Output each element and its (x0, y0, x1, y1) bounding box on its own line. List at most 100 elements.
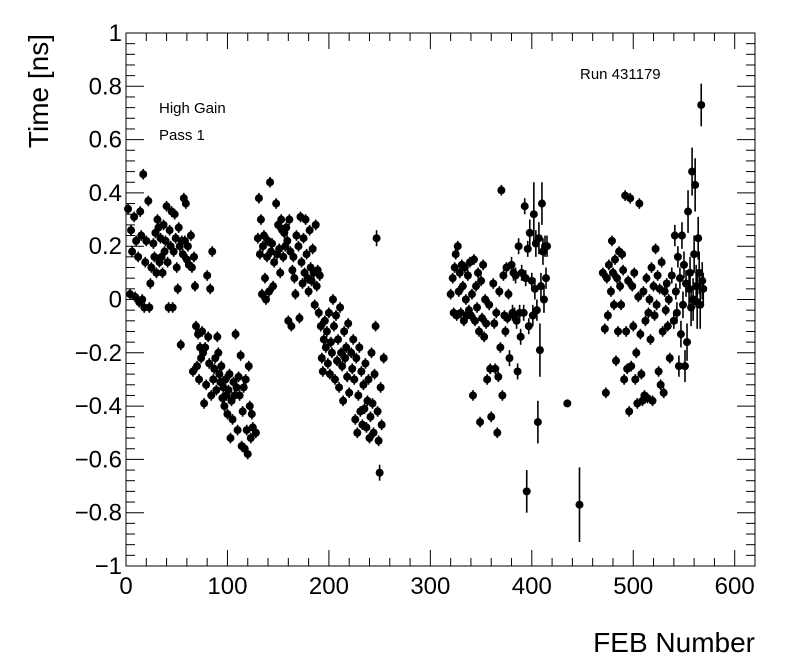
data-point (660, 286, 669, 297)
data-point (446, 288, 455, 300)
y-tick-label: −0.6 (75, 446, 122, 473)
x-tick-labels: 0 100 200 300 400 500 600 (119, 573, 754, 600)
marker (132, 236, 141, 245)
data-point (450, 262, 459, 273)
marker (241, 375, 250, 384)
marker (688, 167, 697, 176)
marker (646, 335, 655, 344)
marker (276, 268, 285, 277)
data-point (626, 192, 635, 204)
marker (482, 319, 491, 328)
data-point (320, 315, 329, 327)
data-point (165, 224, 174, 236)
marker (238, 407, 247, 416)
data-point (479, 259, 488, 271)
marker (513, 367, 522, 376)
marker (225, 370, 234, 379)
data-point (145, 302, 154, 313)
data-point (669, 312, 678, 329)
data-point (482, 318, 491, 329)
marker (187, 263, 196, 272)
data-point (209, 374, 218, 385)
data-point (641, 315, 650, 327)
data-point (602, 272, 611, 284)
data-point (532, 299, 541, 321)
marker (519, 308, 528, 317)
marker (525, 228, 534, 237)
marker (645, 295, 654, 304)
data-point (186, 230, 195, 241)
marker (673, 252, 682, 261)
data-point (622, 326, 631, 337)
marker (619, 266, 628, 275)
data-point (205, 358, 214, 369)
data-point (376, 382, 385, 393)
marker (469, 255, 478, 264)
annotation-run: Run 431179 (580, 66, 661, 83)
marker (690, 250, 699, 259)
data-point (373, 406, 382, 417)
marker (202, 380, 211, 389)
marker (224, 386, 233, 395)
data-point (201, 342, 210, 353)
marker (139, 170, 148, 179)
marker (186, 231, 195, 240)
marker (192, 322, 201, 331)
marker (332, 311, 341, 320)
data-point (476, 416, 485, 428)
marker (362, 423, 371, 432)
marker (463, 271, 472, 280)
data-point (600, 323, 609, 335)
data-point (542, 267, 551, 289)
data-point (629, 320, 638, 332)
marker (524, 322, 533, 331)
data-point (343, 371, 352, 383)
data-point (451, 248, 460, 260)
data-point (676, 320, 685, 348)
data-point (260, 272, 269, 284)
data-point (161, 235, 170, 247)
data-point (490, 318, 499, 329)
marker (174, 223, 183, 232)
marker (450, 263, 459, 272)
marker (158, 268, 167, 277)
marker (665, 354, 674, 363)
marker (351, 415, 360, 424)
marker (629, 322, 638, 331)
marker (448, 274, 457, 283)
data-point (636, 328, 645, 340)
marker (366, 412, 375, 421)
data-point (618, 248, 627, 260)
marker (255, 250, 264, 259)
data-point (658, 326, 667, 337)
marker (220, 402, 229, 411)
marker (532, 306, 541, 315)
marker (490, 319, 499, 328)
data-point (535, 323, 544, 377)
data-point (455, 267, 464, 279)
data-point (266, 176, 275, 188)
marker (456, 308, 465, 317)
marker (339, 396, 348, 405)
data-point (477, 275, 486, 287)
data-point (647, 262, 656, 273)
data-point (324, 307, 333, 319)
marker (371, 322, 380, 331)
data-point (276, 267, 285, 279)
data-point (160, 246, 169, 257)
data-point (563, 399, 572, 408)
y-tick-label: 0.8 (89, 73, 122, 100)
marker (647, 263, 656, 272)
marker (270, 258, 279, 267)
marker (173, 284, 182, 293)
data-point (468, 390, 477, 401)
data-point (245, 400, 254, 412)
marker (364, 375, 373, 384)
marker (636, 330, 645, 339)
data-point (619, 264, 628, 276)
data-point (496, 342, 505, 353)
marker (322, 327, 331, 336)
marker (472, 282, 481, 291)
marker (468, 391, 477, 400)
data-point (675, 267, 684, 289)
